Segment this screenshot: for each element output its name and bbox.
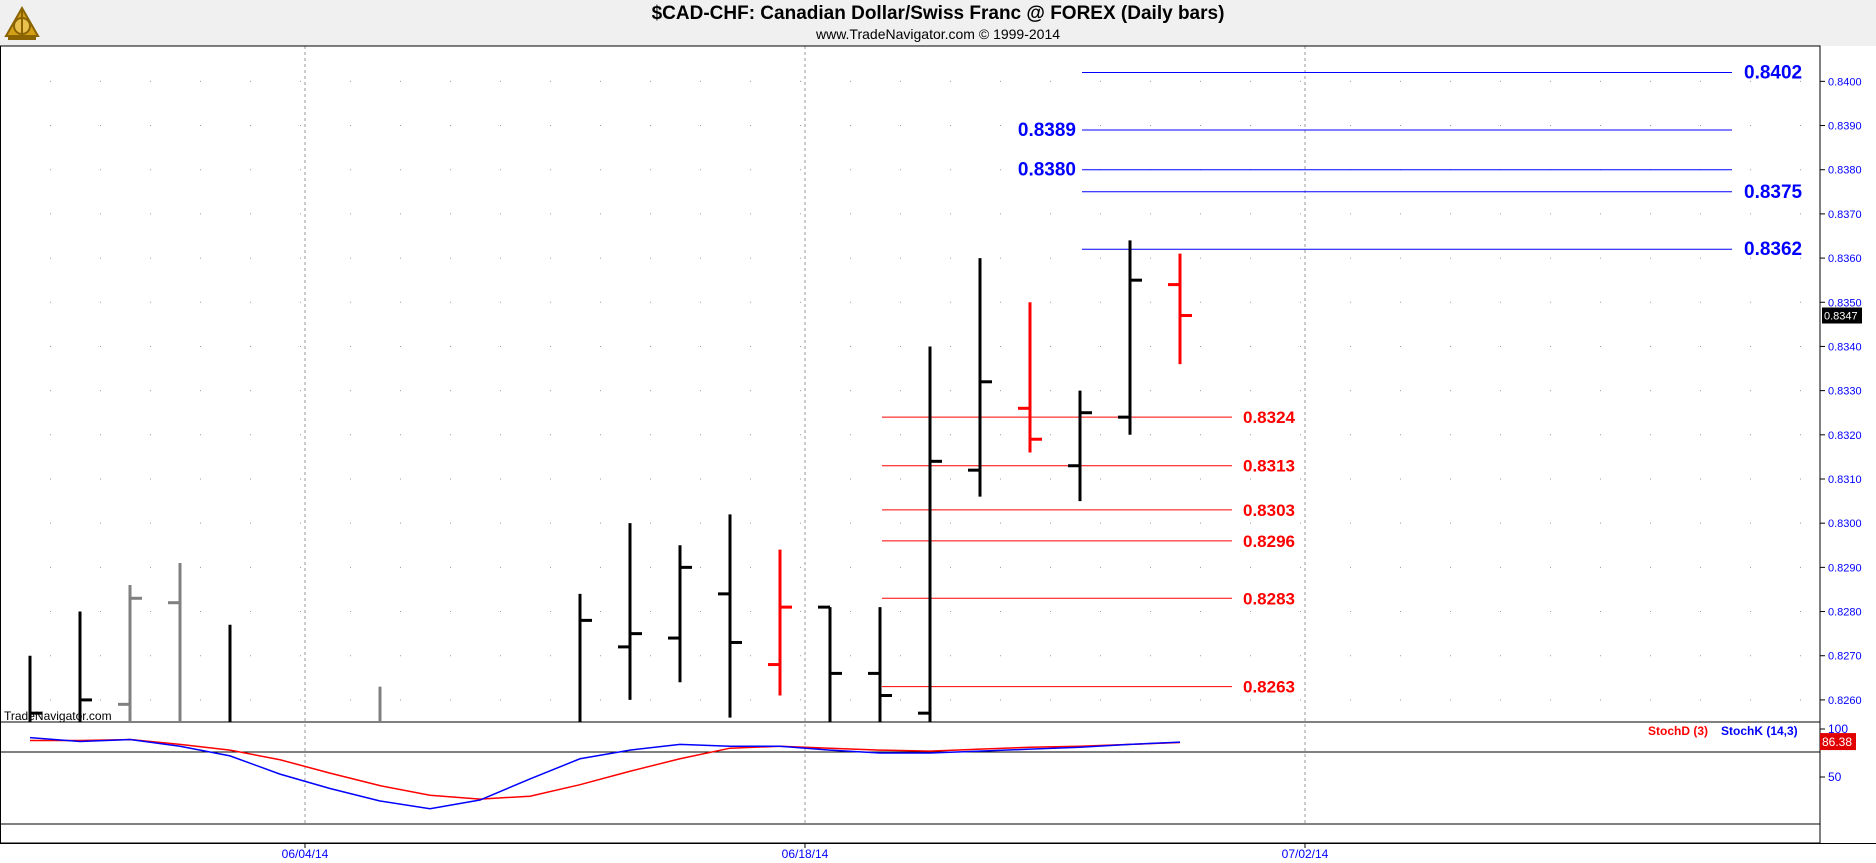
ohlc-bar bbox=[578, 593, 592, 722]
chart-subtitle: www.TradeNavigator.com © 1999-2014 bbox=[815, 26, 1061, 42]
y-tick-label: 0.8300 bbox=[1828, 518, 1862, 530]
ohlc-bar bbox=[168, 562, 182, 722]
stochastic-panel: 100 50 86.38 StochD (3) StochK (14,3) bbox=[0, 722, 1856, 825]
x-tick-label: 06/18/14 bbox=[782, 847, 829, 861]
resistance-label: 0.8389 bbox=[1018, 120, 1076, 141]
ohlc-bar bbox=[768, 549, 792, 696]
ohlc-bar bbox=[668, 545, 692, 683]
stoch-last-label: 86.38 bbox=[1822, 735, 1852, 749]
watermark-label: TradeNavigator.com bbox=[4, 709, 112, 723]
last-price-badge bbox=[1822, 307, 1862, 324]
price-bars bbox=[28, 240, 1192, 863]
chart-grid bbox=[0, 46, 1820, 823]
ohlc-bar bbox=[968, 258, 992, 497]
ohlc-bar bbox=[118, 585, 142, 722]
support-label: 0.8263 bbox=[1243, 678, 1295, 697]
chart-header: $CAD-CHF: Canadian Dollar/Swiss Franc @ … bbox=[0, 0, 1876, 46]
y-tick-label: 0.8320 bbox=[1828, 430, 1862, 442]
stoch-series-line bbox=[30, 738, 1181, 800]
sextant-logo-icon bbox=[4, 5, 40, 40]
ohlc-bar bbox=[1068, 390, 1092, 502]
x-tick-label: 06/04/14 bbox=[282, 847, 329, 861]
ohlc-bar bbox=[918, 346, 942, 722]
y-tick-label: 0.8340 bbox=[1828, 341, 1862, 353]
ohlc-bar bbox=[418, 744, 442, 863]
y-tick-label: 0.8290 bbox=[1828, 562, 1862, 574]
y-tick-label: 0.8280 bbox=[1828, 607, 1862, 619]
legend-stochd: StochD (3) bbox=[1648, 724, 1708, 738]
date-axis: 06/04/14 06/18/14 07/02/14 bbox=[282, 843, 1329, 861]
y-tick-label: 0.8260 bbox=[1828, 695, 1862, 707]
y-tick-label: 0.8270 bbox=[1828, 651, 1862, 663]
support-label: 0.8283 bbox=[1243, 589, 1295, 608]
stoch-last-badge bbox=[1820, 733, 1856, 751]
ohlc-bar bbox=[868, 607, 892, 722]
support-label: 0.8313 bbox=[1243, 457, 1295, 476]
level-lines: 0.8402 0.8389 0.8380 0.8375 0.8362 0.8324 0.83… bbox=[882, 63, 1803, 697]
ohlc-bar bbox=[1118, 240, 1142, 435]
resistance-label: 0.8362 bbox=[1744, 239, 1802, 260]
ohlc-bar bbox=[1018, 302, 1042, 453]
support-label: 0.8303 bbox=[1243, 501, 1295, 520]
chart-frame bbox=[0, 45, 1876, 844]
ohlc-bar bbox=[318, 744, 342, 863]
support-label: 0.8296 bbox=[1243, 532, 1295, 551]
ohlc-bar bbox=[28, 655, 42, 722]
y-tick-label: 0.8360 bbox=[1828, 253, 1862, 265]
y-tick-label: 0.8330 bbox=[1828, 386, 1862, 398]
ohlc-bar bbox=[378, 686, 382, 722]
ohlc-bar bbox=[618, 523, 642, 700]
stoch-y-tick-label: 50 bbox=[1828, 770, 1842, 784]
resistance-label: 0.8402 bbox=[1744, 63, 1802, 84]
ohlc-bar bbox=[1168, 253, 1192, 365]
y-tick-label: 0.8310 bbox=[1828, 474, 1862, 486]
ohlc-bar bbox=[518, 735, 542, 801]
y-tick-label: 0.8400 bbox=[1828, 76, 1862, 88]
ohlc-bar bbox=[818, 605, 842, 722]
ohlc-bar bbox=[78, 611, 92, 722]
support-label: 0.8324 bbox=[1243, 408, 1296, 427]
y-tick-label: 0.8350 bbox=[1828, 297, 1862, 309]
stoch-series-line bbox=[29, 736, 1181, 810]
ohlc-bar bbox=[718, 514, 742, 718]
legend-stochk: StochK (14,3) bbox=[1721, 724, 1798, 738]
x-tick-label: 07/02/14 bbox=[1282, 847, 1329, 861]
ohlc-bar bbox=[228, 624, 232, 722]
y-tick-label: 0.8370 bbox=[1828, 209, 1862, 221]
resistance-label: 0.8375 bbox=[1744, 182, 1803, 203]
stoch-panel-frame bbox=[0, 721, 1821, 844]
resistance-label: 0.8380 bbox=[1018, 160, 1076, 181]
last-price-label: 0.8347 bbox=[1824, 311, 1858, 323]
stoch-y-tick-label: 100 bbox=[1828, 722, 1848, 736]
chart-title: $CAD-CHF: Canadian Dollar/Swiss Franc @ … bbox=[651, 3, 1225, 24]
y-tick-label: 0.8390 bbox=[1828, 121, 1862, 133]
price-axis: 0.8260 0.8270 0.8280 0.8290 0.8300 0.8310 0.83… bbox=[1820, 76, 1862, 707]
price-panel-frame bbox=[0, 45, 1821, 723]
y-tick-label: 0.8380 bbox=[1828, 165, 1862, 177]
